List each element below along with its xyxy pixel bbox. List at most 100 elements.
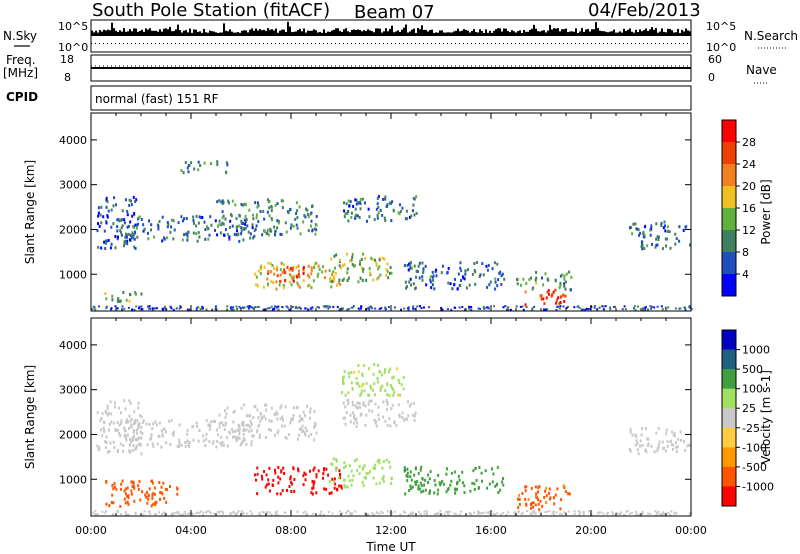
range-gate-cell xyxy=(635,439,638,443)
nsky-bar xyxy=(263,29,265,36)
range-gate-cell xyxy=(183,233,186,237)
range-gate-cell xyxy=(128,414,131,418)
range-gate-cell xyxy=(297,283,300,287)
range-gate-cell xyxy=(165,441,168,445)
range-gate-cell xyxy=(161,215,164,219)
range-gate-cell xyxy=(331,280,334,284)
nsky-bar xyxy=(409,31,411,36)
range-gate-cell xyxy=(578,513,581,516)
range-gate-cell xyxy=(451,287,454,291)
range-gate-cell xyxy=(661,440,664,444)
nsky-bar xyxy=(495,29,497,36)
range-gate-cell xyxy=(268,307,271,310)
range-gate-cell xyxy=(662,447,665,450)
range-gate-cell xyxy=(310,491,313,495)
freq-label: Freq. xyxy=(6,53,36,67)
range-gate-cell xyxy=(281,489,284,493)
range-gate-cell xyxy=(343,466,346,470)
range-gate-cell xyxy=(335,468,338,472)
nsky-bar xyxy=(251,28,253,36)
range-gate-cell xyxy=(96,411,99,415)
range-gate-cell xyxy=(180,215,183,219)
range-gate-cell xyxy=(259,210,262,213)
range-gate-cell xyxy=(339,510,342,513)
range-gate-cell xyxy=(582,511,585,514)
range-gate-cell xyxy=(98,224,101,228)
nsearch-dot xyxy=(351,43,352,44)
range-gate-cell xyxy=(640,433,643,437)
nsky-bar xyxy=(327,31,329,36)
range-gate-cell xyxy=(338,258,341,262)
range-gate-cell xyxy=(133,233,135,237)
range-gate-cell xyxy=(480,512,483,515)
range-gate-cell xyxy=(287,211,290,215)
range-gate-cell xyxy=(354,207,357,211)
range-gate-cell xyxy=(558,286,561,290)
range-gate-cell xyxy=(597,512,600,515)
nsky-bar xyxy=(423,29,425,36)
range-gate-cell xyxy=(253,234,256,238)
range-gate-cell xyxy=(146,443,149,447)
range-gate-cell xyxy=(395,424,398,427)
range-gate-cell xyxy=(267,270,270,273)
range-gate-cell xyxy=(236,308,238,311)
range-gate-cell xyxy=(401,411,404,415)
range-gate-cell xyxy=(658,440,661,444)
range-gate-cell xyxy=(113,482,116,486)
range-gate-cell xyxy=(334,272,337,275)
range-gate-cell xyxy=(196,424,199,428)
range-gate-cell xyxy=(277,308,280,311)
range-gate-cell xyxy=(276,202,279,206)
nsearch-dot xyxy=(367,43,368,44)
nsearch-dot xyxy=(531,43,532,44)
range-gate-cell xyxy=(302,511,305,514)
range-gate-cell xyxy=(377,413,380,417)
nsky-bar xyxy=(633,32,635,36)
nsearch-dot xyxy=(343,43,344,44)
range-gate-cell xyxy=(310,268,313,272)
nsearch-dot xyxy=(359,43,360,44)
nsky-bar xyxy=(341,31,343,36)
range-gate-cell xyxy=(646,444,649,448)
range-gate-cell xyxy=(314,227,316,231)
range-gate-cell xyxy=(279,280,282,283)
range-gate-cell xyxy=(137,484,140,488)
nsky-bar xyxy=(225,30,227,36)
nsky-bar xyxy=(307,30,309,36)
range-gate-cell xyxy=(311,306,314,309)
range-gate-cell xyxy=(250,440,253,444)
range-gate-cell xyxy=(459,261,462,265)
range-gate-cell xyxy=(127,224,130,228)
colorbar-swatch xyxy=(722,388,736,409)
range-gate-cell xyxy=(257,220,260,224)
range-gate-cell xyxy=(341,307,344,310)
range-gate-cell xyxy=(232,510,235,513)
range-gate-cell xyxy=(385,273,388,277)
range-gate-cell xyxy=(279,273,282,277)
range-gate-cell xyxy=(640,245,643,248)
range-gate-cell xyxy=(226,436,228,440)
nsky-bar xyxy=(161,31,163,36)
nsky-bar xyxy=(559,31,561,36)
range-gate-cell xyxy=(116,237,119,241)
range-gate-cell xyxy=(274,229,277,233)
range-gate-cell xyxy=(124,198,127,202)
range-gate-cell xyxy=(522,277,525,281)
range-gate-cell xyxy=(399,393,402,397)
nsearch-dot xyxy=(111,43,112,44)
range-gate-cell xyxy=(249,510,252,513)
nsky-bar xyxy=(501,31,503,36)
colorbar-frame xyxy=(721,329,737,507)
nsky-bar xyxy=(371,31,373,36)
range-gate-cell xyxy=(347,402,350,406)
range-gate-cell xyxy=(381,511,384,514)
range-gate-cell xyxy=(487,510,490,513)
range-gate-cell xyxy=(271,218,274,222)
range-gate-cell xyxy=(507,308,510,311)
range-gate-cell xyxy=(154,503,157,506)
range-gate-cell xyxy=(646,437,649,441)
range-gate-cell xyxy=(304,478,307,482)
nsky-bar xyxy=(393,32,395,36)
range-gate-cell xyxy=(267,271,270,275)
